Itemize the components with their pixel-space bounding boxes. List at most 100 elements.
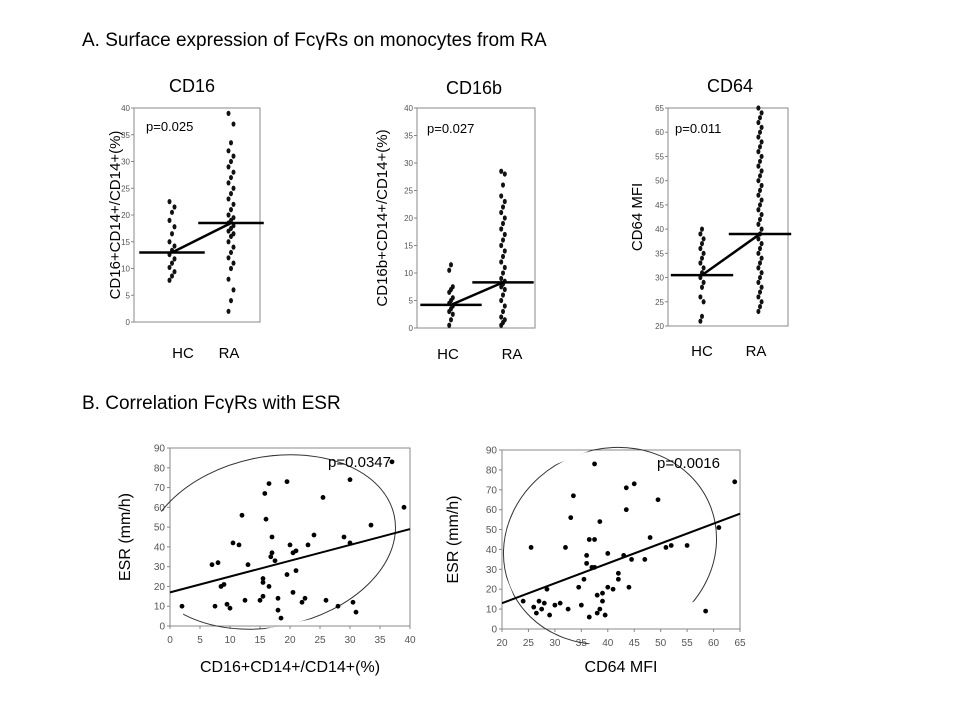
data-point [758, 245, 762, 252]
x-tick-label: 10 [224, 635, 236, 646]
data-point [212, 603, 218, 609]
data-point [231, 231, 236, 237]
data-point [758, 216, 762, 223]
data-point [450, 311, 455, 317]
data-point [499, 226, 504, 232]
y-tick-label: 40 [486, 545, 498, 556]
data-point [323, 597, 329, 603]
data-point [539, 606, 545, 612]
data-point [700, 313, 704, 319]
x-axis-label: CD64 MFI [585, 659, 658, 676]
category-label: RA [746, 343, 767, 360]
data-point [565, 606, 571, 612]
regression-line [501, 512, 741, 605]
data-point [449, 317, 453, 323]
y-tick-label: 60 [154, 503, 166, 514]
data-point [756, 134, 761, 140]
data-point [172, 256, 177, 262]
data-point [758, 158, 762, 164]
data-point [756, 294, 761, 300]
panel-title: CD16 [169, 76, 215, 96]
data-point [167, 217, 172, 223]
data-point [759, 197, 764, 203]
data-point [167, 199, 172, 205]
data-point [226, 180, 231, 186]
data-point [615, 570, 621, 576]
data-point [245, 562, 251, 568]
data-point [756, 207, 761, 213]
data-point [231, 201, 236, 207]
x-tick-label: 40 [602, 638, 614, 649]
data-point [557, 600, 563, 606]
x-tick-label: 20 [496, 638, 508, 649]
data-point [260, 576, 266, 581]
data-point [499, 297, 504, 304]
data-point [226, 148, 231, 154]
data-point [260, 593, 266, 599]
data-point [499, 259, 504, 265]
data-point [266, 481, 272, 486]
data-point [759, 270, 764, 276]
data-point [732, 479, 738, 485]
plot-frame [501, 449, 741, 630]
data-point [586, 614, 592, 620]
data-point [759, 182, 764, 189]
data-point [610, 586, 616, 592]
y-tick-label: 40 [404, 104, 413, 113]
data-point [229, 174, 233, 181]
data-point [450, 284, 455, 290]
data-point [592, 537, 597, 542]
data-point [269, 534, 275, 540]
data-point [759, 226, 764, 232]
data-point [293, 568, 299, 574]
data-point [502, 303, 507, 309]
data-point [759, 153, 764, 160]
data-point [287, 542, 293, 548]
data-point [756, 149, 761, 155]
data-point [502, 215, 507, 221]
data-point [231, 215, 236, 221]
mean-connector [171, 221, 232, 254]
data-point [231, 121, 236, 127]
data-point [269, 550, 275, 556]
y-tick-label: 30 [404, 159, 413, 168]
data-point [449, 262, 453, 268]
data-point [226, 276, 231, 282]
data-point [221, 582, 227, 587]
data-point [578, 602, 584, 608]
data-point [759, 110, 764, 116]
data-point [581, 576, 587, 582]
data-point [602, 612, 608, 618]
data-point [236, 542, 242, 548]
regression-line [169, 528, 411, 594]
y-tick-label: 10 [121, 265, 130, 274]
data-point [226, 212, 231, 218]
y-tick-label: 0 [126, 318, 131, 327]
scatter-esr-cd16: 0 10 20 30 40 50 60 70 80 90 0 5 10 15 20 25 30 35 40 ESR (… [117, 444, 416, 677]
dotplot-cd16b: CD16b CD16b+CD14+/CD14+(%) 0 5 10 15 20 25 30 35 4… [374, 78, 536, 363]
data-point [756, 192, 761, 198]
x-tick-label: 15 [254, 635, 266, 646]
data-point [224, 601, 230, 607]
data-point [229, 249, 233, 256]
dotplot-cd64: CD64 CD64 MFI 20 25 30 35 40 45 50 55 60 65 p=0.011 H… [629, 76, 792, 360]
data-point [584, 560, 590, 566]
data-point [623, 485, 629, 491]
data-point [592, 461, 597, 467]
y-tick-label: 20 [154, 582, 166, 593]
p-value: p=0.025 [146, 119, 193, 134]
y-tick-label: 10 [486, 605, 498, 616]
data-point [179, 603, 185, 609]
data-point [547, 612, 552, 618]
section-b-title: B. Correlation FcγRs with ESR [82, 393, 341, 414]
data-point [576, 584, 582, 590]
y-tick-label: 65 [655, 104, 664, 113]
data-point [759, 139, 764, 145]
y-tick-label: 90 [154, 444, 166, 455]
data-point [320, 495, 326, 500]
data-point [389, 459, 395, 465]
data-point [701, 299, 706, 305]
data-point [227, 605, 233, 611]
data-point [499, 242, 504, 249]
data-point [758, 289, 762, 295]
